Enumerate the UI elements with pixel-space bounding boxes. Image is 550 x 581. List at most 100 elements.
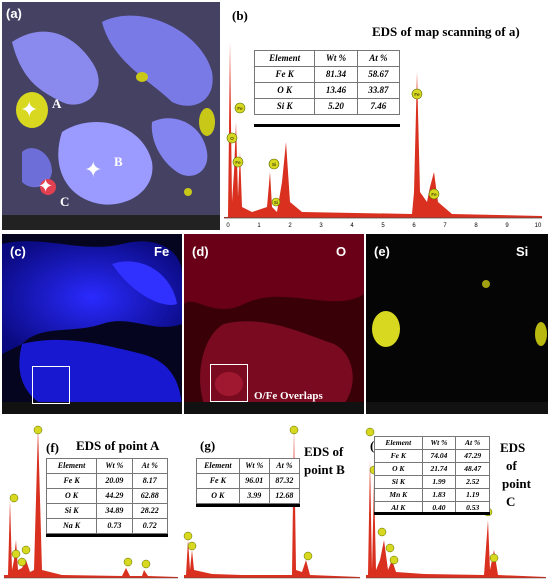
o-map-image: (d) O O/Fe Overlaps	[184, 234, 364, 414]
panel-b-label: (b)	[232, 8, 248, 23]
cell: 13.46	[314, 82, 358, 99]
panel-h-title-line4: C	[506, 494, 516, 509]
panel-h-title-line2: of	[506, 458, 517, 473]
spectrum-axis-ticks: 0 1 2 3 4 5 6 7 8 9 10	[226, 223, 542, 229]
point-a-label: A	[52, 96, 62, 111]
col-wt: Wt %	[96, 458, 133, 474]
cell: Fe K	[374, 449, 423, 463]
cell: 8.17	[131, 473, 169, 489]
point-c-label: C	[60, 194, 70, 209]
axis-tick-label: 6	[412, 223, 416, 229]
cell: 74.04	[421, 449, 457, 463]
fe-map-image: (c) Fe	[2, 234, 182, 414]
o-fe-overlaps-caption: O/Fe Overlaps	[254, 390, 323, 402]
cell: Si K	[253, 98, 316, 115]
peak-text-si2: Si	[274, 200, 278, 205]
cell: 58.67	[356, 66, 401, 83]
cell: 87.32	[268, 473, 301, 489]
cell: O K	[374, 462, 423, 476]
col-element: Element	[196, 458, 240, 474]
peak-marker-o	[226, 132, 238, 144]
table-rule	[254, 124, 400, 127]
cell: 1.83	[421, 488, 457, 502]
peak-marker-fe2	[232, 156, 244, 168]
cell: 1.99	[421, 475, 457, 489]
panel-h-title-line3: point	[502, 476, 531, 491]
cell: Si K	[45, 503, 98, 519]
axis-tick-label: 3	[319, 223, 323, 229]
cell: Fe K	[253, 66, 316, 83]
cell: 81.34	[314, 66, 358, 83]
point-a-marker: ✦	[20, 98, 39, 123]
cell: O K	[196, 488, 240, 504]
cell: 5.20	[314, 98, 358, 115]
cell: 34.89	[96, 503, 133, 519]
col-wt: Wt %	[421, 436, 457, 450]
panel-d-label: (d)	[192, 244, 209, 259]
cell: 7.46	[356, 98, 401, 115]
col-at: At %	[455, 436, 490, 450]
region-box	[210, 364, 248, 402]
axis-tick-label: 1	[257, 223, 261, 229]
col-element: Element	[374, 436, 423, 450]
point-b-marker: ✦	[84, 158, 103, 183]
table-rule	[46, 534, 168, 537]
cell: Na K	[45, 518, 98, 534]
panel-a-label: (a)	[6, 6, 22, 21]
axis-tick-label: 7	[443, 223, 447, 229]
cell: 1.19	[455, 488, 490, 502]
si-element-label: Si	[516, 244, 529, 259]
peak-marker-fe1	[234, 102, 246, 114]
cell: 44.29	[96, 488, 133, 504]
col-element: Element	[45, 458, 98, 474]
sem-composite-graphic	[2, 2, 220, 230]
cell: Fe K	[45, 473, 98, 489]
point-a-table: Element Wt % At % Fe K 20.09 8.17 O K 44.29 62…	[45, 458, 169, 534]
panel-c-label: (c)	[10, 244, 26, 259]
si-map-image: (e) Si	[366, 234, 548, 414]
cell: 28.22	[131, 503, 169, 519]
axis-tick-label: 5	[381, 223, 385, 229]
panel-e-label: (e)	[374, 244, 390, 259]
cell: Si K	[374, 475, 423, 489]
table-rule	[196, 504, 300, 507]
eds-map-spectrum-graphic: O Fe Fe Si Si Fe Fe 0 1 2 3 4 5 6 7 8 9 10	[224, 42, 542, 229]
cell: 62.88	[131, 488, 169, 504]
col-element: Element	[253, 50, 316, 67]
peak-text-fe4: Fe	[431, 192, 437, 197]
cell: 21.74	[421, 462, 457, 476]
eds-map-spectrum-panel: (b) EDS of map scanning of a) O Fe Fe Si…	[222, 2, 548, 230]
peak-text-fe3: Fe	[414, 92, 420, 97]
col-at: At %	[356, 50, 401, 67]
point-c-table: Element Wt % At % Fe K 74.04 47.29 O K 21.74 4…	[374, 436, 490, 515]
axis-tick-label: 10	[535, 223, 542, 229]
cell: 12.68	[268, 488, 301, 504]
peak-marker-fe3	[411, 88, 423, 100]
panel-h-title-line1: EDS	[500, 440, 526, 455]
panel-g-title-line1: EDS of	[304, 444, 344, 459]
map-composition-table: Element Wt % At % Fe K 81.34 58.67 O K 13.46 3…	[253, 50, 401, 115]
panel-f-label: (f)	[46, 440, 59, 455]
peak-marker-si1	[268, 158, 280, 170]
col-at: At %	[131, 458, 169, 474]
cell: Fe K	[196, 473, 240, 489]
axis-tick-label: 0	[226, 223, 230, 229]
cell: Mn K	[374, 488, 423, 502]
cell: O K	[253, 82, 316, 99]
cell: 0.73	[96, 518, 133, 534]
sem-composite-image: (a) ✦ A ✦ B ✦ C	[2, 2, 220, 230]
cell: 3.99	[238, 488, 270, 504]
panel-g-label: (g)	[200, 438, 216, 453]
col-wt: Wt %	[314, 50, 358, 67]
cell: 0.72	[131, 518, 169, 534]
peak-text-fe1: Fe	[237, 106, 243, 111]
region-box	[32, 366, 70, 404]
peak-marker-fe4	[428, 188, 440, 200]
cell: 33.87	[356, 82, 401, 99]
peak-text-o: O	[230, 136, 234, 141]
peak-text-si1: Si	[272, 162, 276, 167]
point-c-marker: ✦	[38, 176, 54, 197]
panel-f-title: EDS of point A	[76, 438, 160, 453]
